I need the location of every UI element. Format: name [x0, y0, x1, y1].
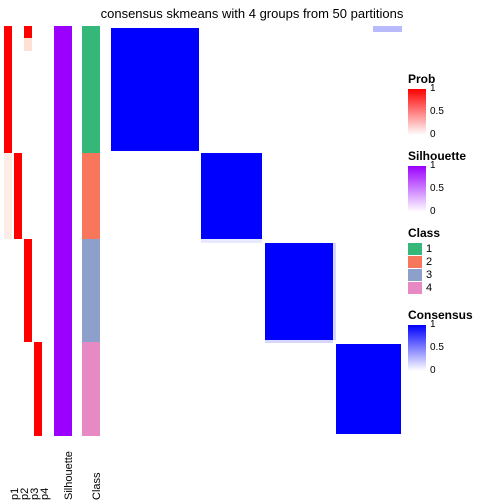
heatmap-block: [265, 243, 334, 339]
colorbar-tick: 0.5: [430, 343, 444, 353]
colorbar-tick: 0: [430, 207, 436, 217]
legend-silhouette: Silhouette 10.50: [408, 149, 500, 212]
anno-col-p2: [14, 26, 22, 436]
x-label-p4: p4: [39, 488, 51, 500]
legend-swatch: [408, 282, 422, 294]
anno-segment: [34, 342, 42, 436]
anno-col-p4: [34, 26, 42, 436]
chart-title: consensus skmeans with 4 groups from 50 …: [101, 6, 404, 21]
legend-swatch: [408, 243, 422, 255]
legend-item-label: 1: [426, 243, 432, 255]
consensus-heatmap: [110, 26, 402, 436]
legend-class-item: 3: [408, 269, 500, 281]
x-label-class: Class: [91, 472, 103, 500]
anno-col-class: [82, 26, 100, 436]
anno-segment: [24, 26, 32, 38]
heatmap-noise: [265, 340, 334, 343]
legend-prob-title: Prob: [408, 72, 500, 86]
colorbar-silhouette: 10.50: [408, 166, 426, 212]
anno-col-silhouette: [54, 26, 72, 436]
heatmap-noise: [201, 239, 262, 243]
colorbar-tick: 0: [430, 366, 436, 376]
legend-class-title: Class: [408, 226, 500, 240]
anno-col-p3: [24, 26, 32, 436]
heatmap-block: [111, 28, 199, 151]
colorbar-tick: 0.5: [430, 107, 444, 117]
heatmap-noise: [333, 243, 335, 339]
anno-segment: [82, 26, 100, 153]
anno-segment: [82, 153, 100, 239]
legend-silhouette-title: Silhouette: [408, 149, 500, 163]
legend-class-item: 4: [408, 282, 500, 294]
legend-swatch: [408, 256, 422, 268]
colorbar-consensus: 10.50: [408, 325, 426, 371]
legend-class: Class 1234: [408, 226, 500, 294]
colorbar-tick: 0.5: [430, 184, 444, 194]
anno-segment: [14, 153, 22, 239]
anno-segment: [82, 342, 100, 436]
legend-class-item: 2: [408, 256, 500, 268]
legend-swatch: [408, 269, 422, 281]
colorbar-tick: 1: [430, 320, 436, 330]
colorbar-prob: 10.50: [408, 89, 426, 135]
anno-segment: [82, 239, 100, 342]
legend-class-item: 1: [408, 243, 500, 255]
anno-segment: [24, 239, 32, 342]
anno-segment: [54, 26, 72, 436]
anno-segment: [24, 38, 32, 50]
anno-col-p1: [4, 26, 12, 436]
x-label-silhouette: Silhouette: [63, 451, 75, 500]
legend-consensus: Consensus 10.50: [408, 308, 500, 371]
heatmap-noise: [373, 26, 402, 32]
heatmap-block: [201, 153, 262, 239]
legend-item-label: 3: [426, 269, 432, 281]
colorbar-tick: 0: [430, 130, 436, 140]
colorbar-tick: 1: [430, 84, 436, 94]
legend-item-label: 4: [426, 282, 432, 294]
legend-area: Prob 10.50 Silhouette 10.50 Class 1234 C…: [408, 72, 500, 385]
legend-prob: Prob 10.50: [408, 72, 500, 135]
legend-item-label: 2: [426, 256, 432, 268]
anno-segment: [4, 26, 12, 153]
plot-area: [4, 26, 402, 436]
colorbar-tick: 1: [430, 161, 436, 171]
heatmap-block: [336, 344, 400, 434]
legend-consensus-title: Consensus: [408, 308, 500, 322]
anno-segment: [4, 153, 12, 239]
